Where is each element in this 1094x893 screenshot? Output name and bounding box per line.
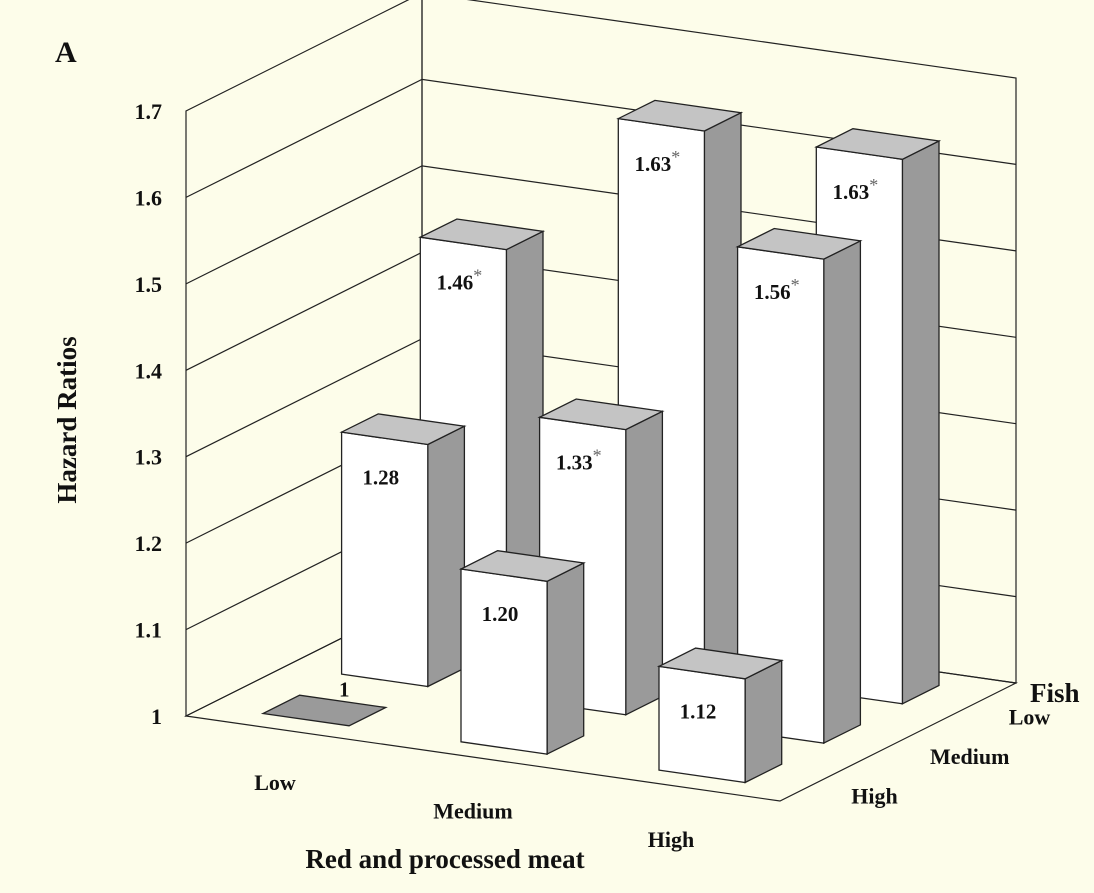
panel-label: A bbox=[55, 36, 77, 69]
y-tick-label: 1.5 bbox=[135, 272, 163, 297]
depth-category-label: Medium bbox=[930, 744, 1009, 769]
data-label-value: 1.56 bbox=[754, 280, 791, 304]
data-label-value: 1.20 bbox=[482, 602, 519, 626]
depth-category-label: High bbox=[851, 783, 897, 808]
significance-marker: * bbox=[473, 265, 482, 285]
data-label: 1.56* bbox=[754, 275, 800, 304]
y-tick-label: 1.7 bbox=[135, 99, 163, 124]
data-label: 1.63* bbox=[833, 175, 879, 204]
bar-top bbox=[418, 218, 546, 251]
x-category-label: High bbox=[648, 827, 694, 852]
data-label: 1 bbox=[339, 678, 350, 702]
bar-side bbox=[703, 111, 742, 677]
y-tick-label: 1.1 bbox=[135, 618, 163, 643]
data-label-value: 1.28 bbox=[362, 465, 399, 489]
bar-top bbox=[537, 398, 665, 431]
bar-front bbox=[658, 665, 746, 784]
bar: 1.12 bbox=[656, 647, 784, 784]
data-label: 1.63* bbox=[635, 147, 681, 176]
bars: 1.46*1.63*1.63*1.281.33*1.56*11.201.12 bbox=[260, 99, 942, 784]
bar: 1.20 bbox=[458, 550, 586, 756]
significance-marker: * bbox=[869, 175, 878, 195]
data-label-value: 1.12 bbox=[680, 700, 717, 724]
data-label-value: 1 bbox=[339, 678, 350, 702]
bar-side bbox=[823, 239, 862, 745]
data-label: 1.12 bbox=[680, 700, 717, 724]
bar-top bbox=[814, 128, 942, 160]
x-category-label: Medium bbox=[433, 799, 512, 824]
data-label: 1.33* bbox=[556, 445, 602, 474]
bar-top bbox=[616, 99, 744, 132]
y-axis-ticks: 1 1.1 1.2 1.3 1.4 1.5 1.6 1.7 bbox=[135, 99, 163, 729]
data-label: 1.20 bbox=[482, 602, 519, 626]
data-label: 1.28 bbox=[362, 465, 399, 489]
y-tick-label: 1.4 bbox=[135, 358, 163, 383]
depth-axis-title: Fish bbox=[1030, 678, 1080, 708]
bar-side bbox=[546, 561, 585, 756]
bar: 1.56* bbox=[735, 227, 863, 745]
bar-side bbox=[901, 139, 940, 705]
bar-top bbox=[458, 550, 586, 582]
depth-category-label: Low bbox=[1009, 705, 1051, 730]
bar-top bbox=[339, 413, 467, 446]
data-label-value: 1.33 bbox=[556, 450, 593, 474]
significance-marker: * bbox=[671, 147, 680, 167]
bar-top bbox=[260, 694, 388, 727]
y-tick-label: 1.6 bbox=[135, 185, 163, 210]
x-axis-title: Red and processed meat bbox=[305, 844, 584, 874]
bar: 1 bbox=[260, 678, 388, 727]
data-label-value: 1.63 bbox=[635, 152, 672, 176]
bar-top bbox=[735, 227, 863, 260]
gridline bbox=[185, 78, 1017, 198]
y-axis-title: Hazard Ratios bbox=[52, 336, 82, 503]
data-label: 1.46* bbox=[437, 265, 483, 294]
data-label-value: 1.46 bbox=[437, 270, 474, 294]
significance-marker: * bbox=[593, 445, 602, 465]
y-tick-label: 1 bbox=[151, 704, 162, 729]
bar: 1.28 bbox=[339, 413, 467, 688]
bar-front bbox=[460, 568, 548, 755]
x-category-label: Low bbox=[254, 770, 296, 795]
y-tick-label: 1.2 bbox=[135, 531, 163, 556]
significance-marker: * bbox=[791, 275, 800, 295]
bar-side bbox=[744, 659, 783, 784]
bar-top bbox=[656, 647, 784, 680]
data-label-value: 1.63 bbox=[833, 180, 870, 204]
bar-side bbox=[625, 410, 664, 716]
y-tick-label: 1.3 bbox=[135, 445, 163, 470]
bar-side bbox=[427, 425, 466, 688]
